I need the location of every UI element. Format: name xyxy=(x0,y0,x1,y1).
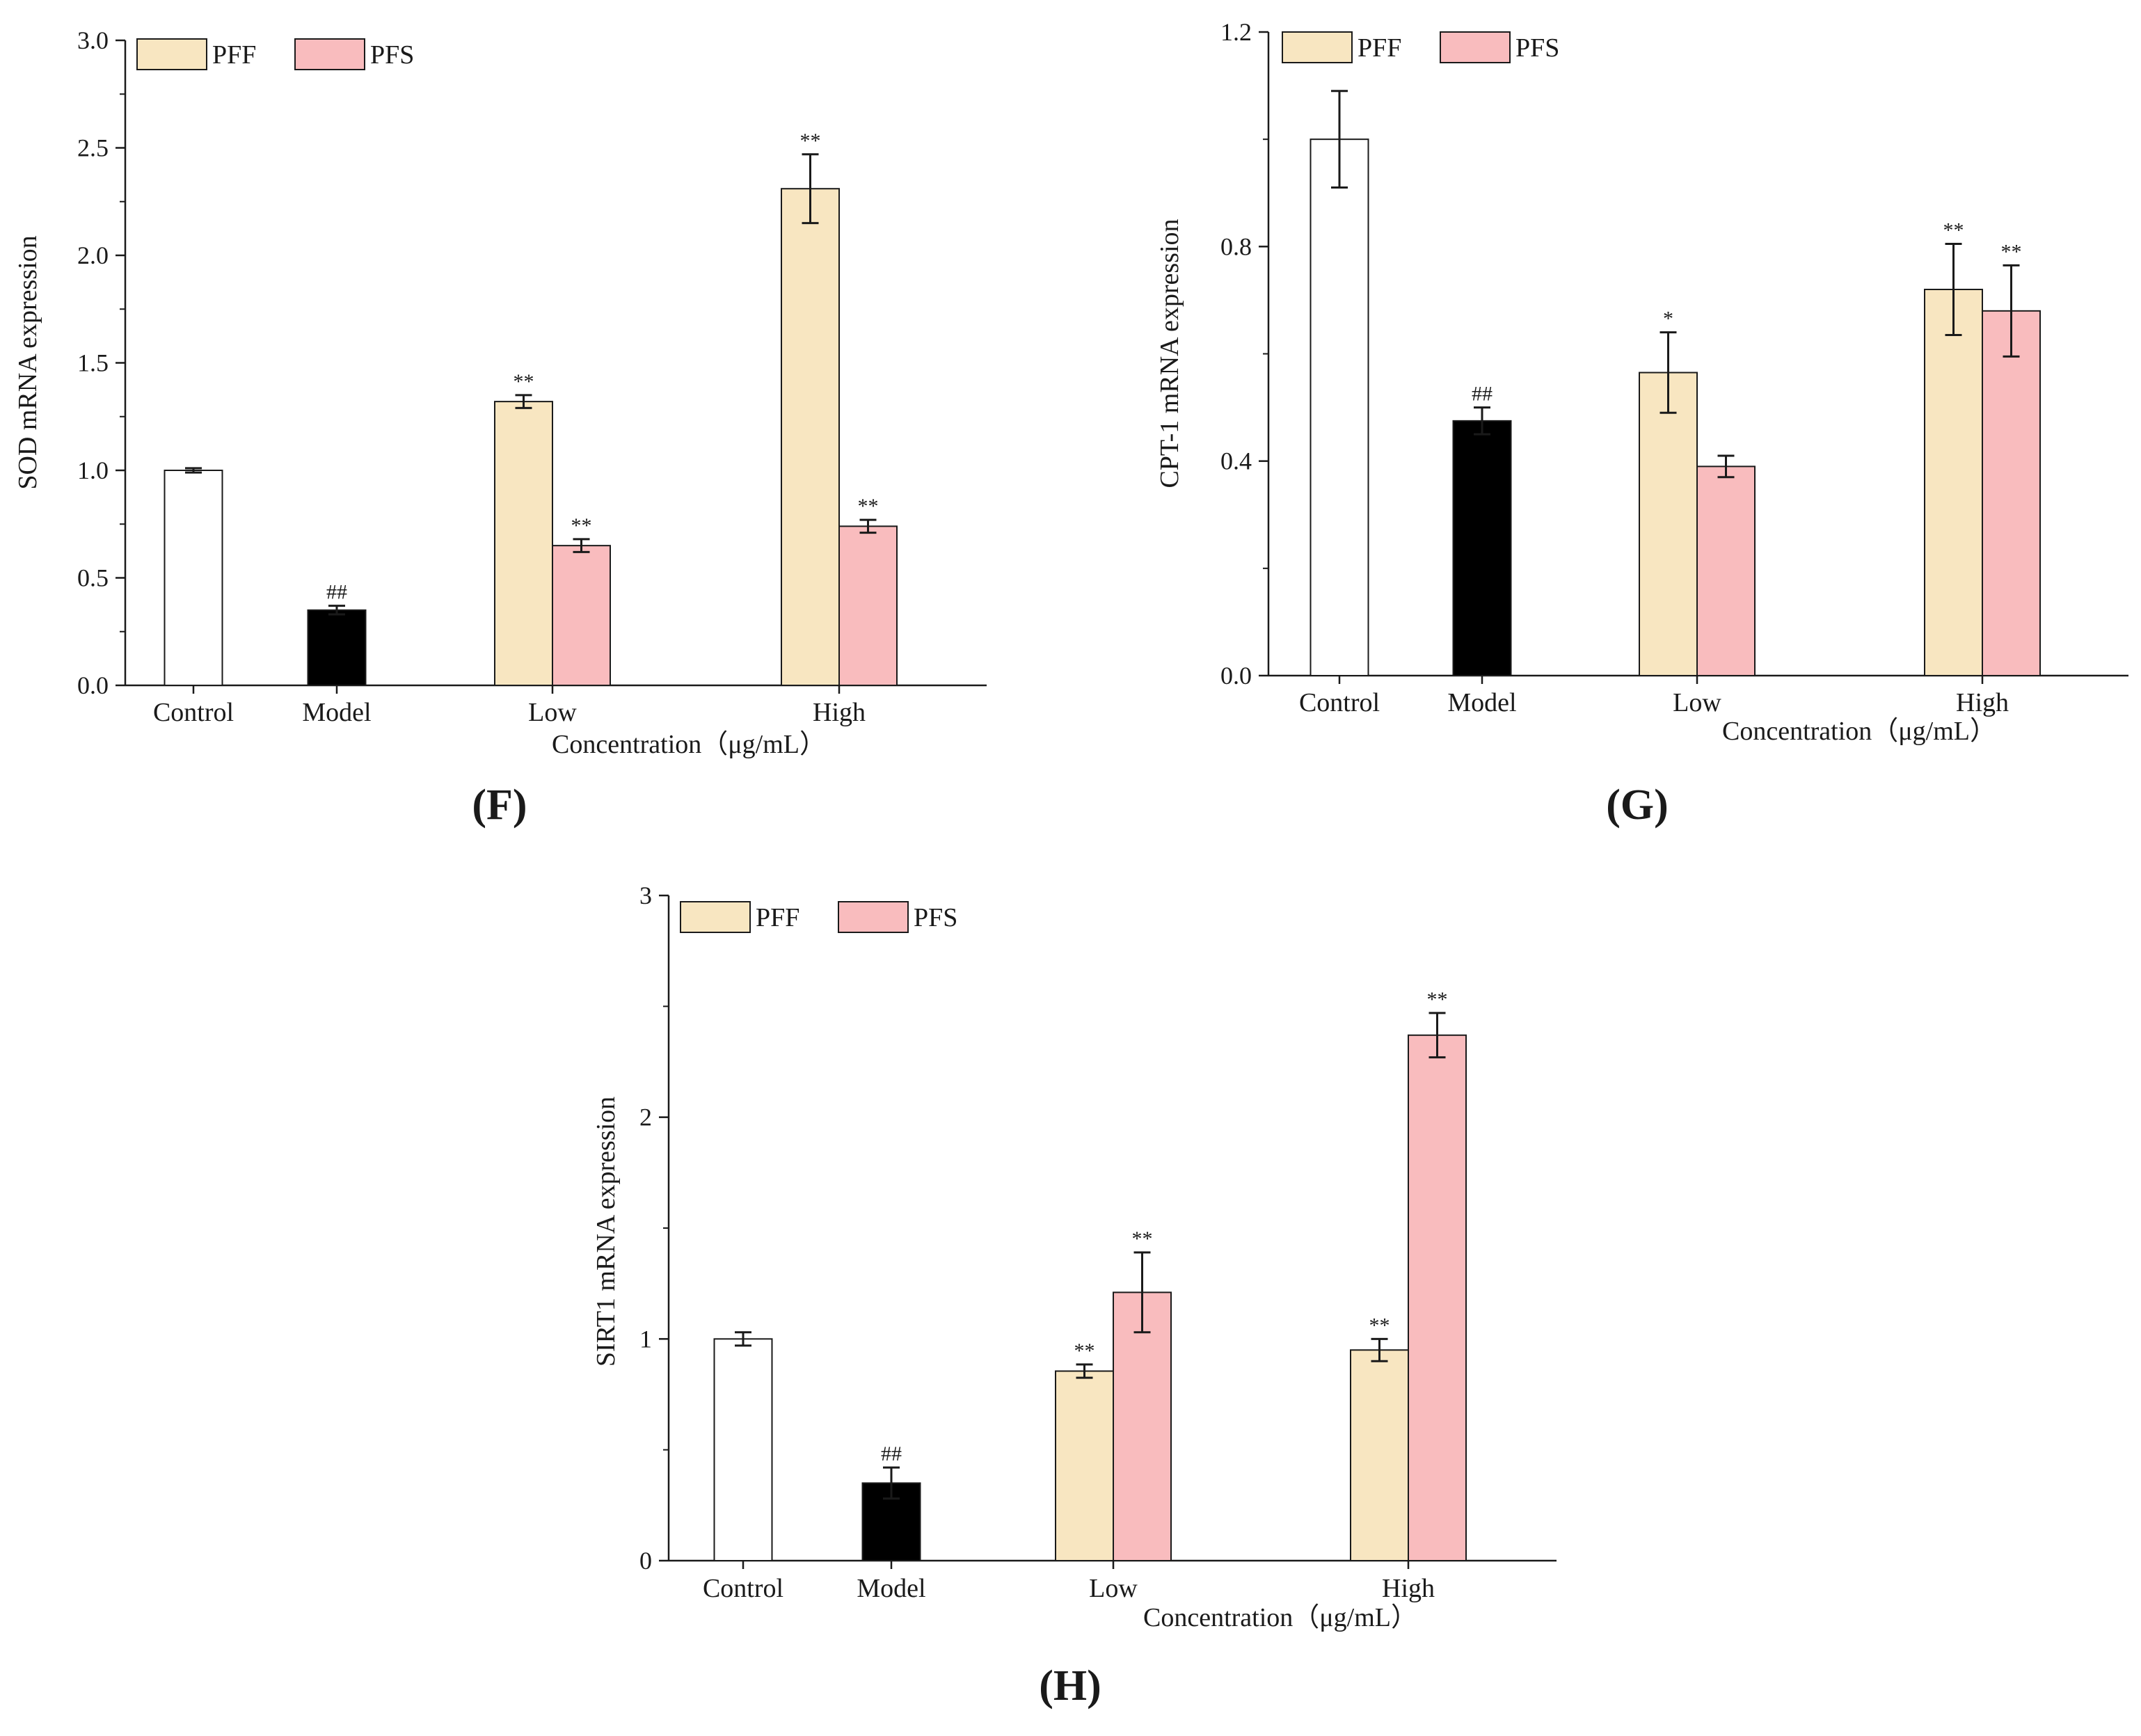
significance-label: ** xyxy=(2001,240,2022,263)
x-category-label: Model xyxy=(302,698,371,727)
legend-label-pfs: PFS xyxy=(914,903,957,932)
x-category-label: Control xyxy=(1299,688,1380,717)
y-tick-label: 1 xyxy=(639,1325,652,1353)
y-tick-label: 3 xyxy=(639,882,652,909)
significance-label: ## xyxy=(881,1442,902,1465)
legend-label-pff: PFF xyxy=(212,40,256,70)
legend-swatch-pfs xyxy=(294,38,365,70)
y-tick-label: 0.8 xyxy=(1220,232,1252,260)
bar-control-control xyxy=(164,470,223,686)
y-tick-label: 0 xyxy=(639,1547,652,1575)
legend-label-pff: PFF xyxy=(1358,33,1401,63)
y-tick-label: 2 xyxy=(639,1104,652,1131)
bar-high-pff xyxy=(1350,1349,1409,1562)
bar-low-pfs xyxy=(1113,1291,1172,1561)
x-category-label: Low xyxy=(1089,1574,1138,1603)
x-category-label: Control xyxy=(703,1574,783,1603)
significance-label: ## xyxy=(326,581,347,604)
y-tick-label: 0.5 xyxy=(77,564,109,592)
x-axis-title: Concentration（μg/mL） xyxy=(1722,717,1996,746)
bar-low-pff xyxy=(1639,372,1698,677)
x-category-label: High xyxy=(1956,688,2009,717)
x-category-label: Model xyxy=(857,1574,925,1603)
y-axis-title: SOD mRNA expression xyxy=(13,235,42,489)
y-axis-title: CPT-1 mRNA expression xyxy=(1155,218,1184,488)
panel-label: (F) xyxy=(472,781,527,829)
significance-label: ** xyxy=(514,370,534,393)
significance-label: ** xyxy=(1943,218,1964,241)
bar-model-model xyxy=(307,609,367,686)
panel-label: (H) xyxy=(1039,1662,1101,1710)
bar-control-control xyxy=(713,1338,773,1562)
bar-high-pfs xyxy=(838,525,898,687)
x-category-label: High xyxy=(1382,1574,1435,1603)
significance-label: ** xyxy=(1427,988,1448,1011)
chart-panel-H: 0 1 2 3 Control Model Low HighConcentration（μg/… xyxy=(591,882,1557,1710)
y-tick-label: 2.5 xyxy=(77,134,109,162)
x-category-label: Low xyxy=(528,698,577,727)
bar-high-pfs xyxy=(1408,1034,1467,1561)
significance-label: ** xyxy=(1132,1227,1153,1250)
x-category-label: High xyxy=(813,698,866,727)
x-axis-title: Concentration（μg/mL） xyxy=(1143,1603,1417,1632)
x-category-label: Low xyxy=(1673,688,1721,717)
y-tick-label: 0.4 xyxy=(1220,447,1252,475)
legend: PFF PFS xyxy=(680,901,957,933)
legend-label-pff: PFF xyxy=(756,903,799,932)
y-tick-label: 1.5 xyxy=(77,349,109,377)
significance-label: ** xyxy=(571,514,592,537)
significance-label: ** xyxy=(800,129,821,152)
y-tick-label: 2.0 xyxy=(77,241,109,269)
significance-label: * xyxy=(1663,308,1673,331)
significance-label: ** xyxy=(1369,1314,1390,1337)
bar-high-pfs xyxy=(1982,310,2041,677)
bar-low-pff xyxy=(494,401,553,686)
legend-swatch-pfs xyxy=(1440,31,1511,63)
significance-label: ** xyxy=(858,495,879,518)
panel-label: (G) xyxy=(1606,781,1669,829)
legend-swatch-pff xyxy=(1282,31,1353,63)
legend-swatch-pfs xyxy=(838,901,909,933)
y-axis-title: SIRT1 mRNA expression xyxy=(591,1097,621,1367)
x-axis-title: Concentration（μg/mL） xyxy=(552,730,826,759)
chart-panel-F: 0.0 0.5 1.0 1.5 2.0 2.5 3.0 Control Model Low High… xyxy=(13,26,987,829)
bar-low-pff xyxy=(1055,1370,1114,1562)
y-tick-label: 0.0 xyxy=(1220,662,1252,690)
y-tick-label: 0.0 xyxy=(77,671,109,699)
significance-label: ** xyxy=(1074,1339,1095,1362)
bar-low-pfs xyxy=(1696,465,1756,676)
legend-label-pfs: PFS xyxy=(1515,33,1559,63)
y-tick-label: 1.2 xyxy=(1220,18,1252,46)
legend: PFF PFS xyxy=(1282,31,1559,63)
bar-low-pfs xyxy=(552,545,611,687)
legend-swatch-pff xyxy=(680,901,751,933)
bar-high-pff xyxy=(1924,289,1983,676)
bar-model-model xyxy=(1452,420,1512,677)
significance-label: ## xyxy=(1472,383,1493,406)
x-category-label: Model xyxy=(1447,688,1516,717)
bar-high-pff xyxy=(781,188,840,686)
y-tick-label: 3.0 xyxy=(77,26,109,54)
y-tick-label: 1.0 xyxy=(77,456,109,484)
legend-swatch-pff xyxy=(136,38,207,70)
legend: PFF PFS xyxy=(136,38,414,70)
bar-control-control xyxy=(1310,138,1369,676)
legend-label-pfs: PFS xyxy=(370,40,414,70)
x-category-label: Control xyxy=(153,698,234,727)
chart-panel-G: 0.0 0.4 0.8 1.2 Control Model Low HighConcentra… xyxy=(1155,18,2128,829)
